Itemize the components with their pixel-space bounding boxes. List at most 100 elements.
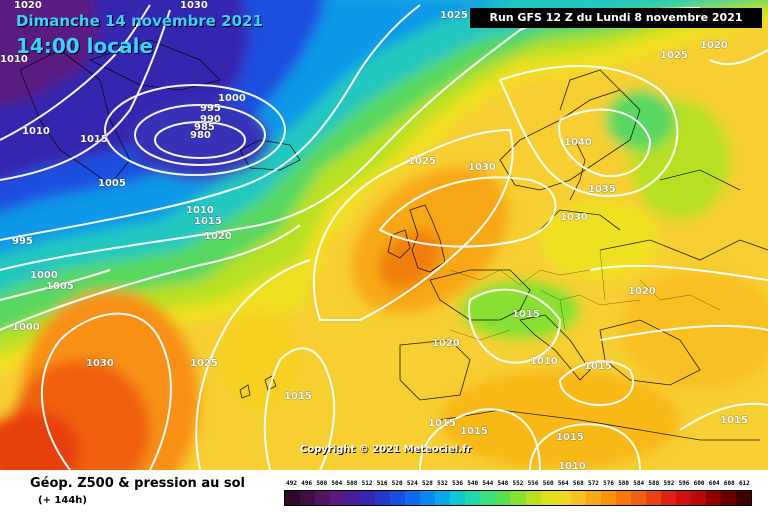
scale-swatch [450,491,466,505]
isobar-label: 1030 [468,162,496,173]
scale-label: 548 [497,480,509,487]
scale-label: 504 [331,480,343,487]
isobar-label: 1015 [720,415,748,426]
scale-label: 508 [346,480,358,487]
geopotential-field [0,0,768,470]
scale-swatch [510,491,526,505]
scale-swatch [660,491,676,505]
scale-label: 592 [663,480,675,487]
isobar-label: 1000 [30,270,58,281]
scale-label: 608 [723,480,735,487]
scale-swatch [480,491,496,505]
isobar-label: 1030 [180,0,208,11]
isobar-label: 1015 [428,418,456,429]
isobar-label: 1025 [190,358,218,369]
weather-map [0,0,768,470]
isobar-label: 990 [200,114,221,125]
isobar-label: 1015 [194,216,222,227]
scale-swatch [360,491,376,505]
isobar-label: 1035 [588,184,616,195]
scale-swatch [465,491,481,505]
scale-label: 584 [633,480,645,487]
isobar-label: 1010 [186,205,214,216]
scale-label: 568 [572,480,584,487]
scale-label: 552 [512,480,524,487]
isobar-label: 1000 [218,93,246,104]
scale-swatch [390,491,406,505]
scale-label: 600 [693,480,705,487]
isobar-label: 1030 [560,212,588,223]
scale-label: 540 [467,480,479,487]
isobar-label: 1015 [556,432,584,443]
scale-swatch [570,491,586,505]
isobar-label: 985 [194,122,215,133]
scale-label: 532 [437,480,448,487]
scale-swatch [735,491,751,505]
scale-label: 596 [678,480,690,487]
isobar-label: 995 [200,103,221,114]
model-run-label: Run GFS 12 Z du Lundi 8 novembre 2021 [470,8,762,28]
scale-label: 524 [406,480,418,487]
forecast-time: 14:00 locale [16,34,153,58]
scale-swatch [405,491,421,505]
scale-labels: 492 496 500 504 508 512 516 520 524 528 532 536 540 5… [284,478,752,490]
scale-swatch [285,491,301,505]
scale-swatch [375,491,391,505]
scale-swatch [300,491,316,505]
isobar-label: 1010 [0,54,28,65]
isobar-label: 1025 [408,156,436,167]
scale-swatch [645,491,661,505]
scale-swatch [330,491,346,505]
scale-label: 516 [376,480,388,487]
scale-bar [284,490,752,506]
scale-label: 496 [301,480,313,487]
scale-label: 576 [603,480,614,487]
scale-label: 520 [391,480,403,487]
isobar-label: 1040 [564,137,592,148]
scale-label: 556 [527,480,539,487]
isobar-label: 980 [190,130,211,141]
copyright-notice: Copyright © 2021 Meteociel.fr [300,444,472,455]
isobar-label: 1005 [98,178,126,189]
color-scale: 492 496 500 504 508 512 516 520 524 528 532 536 540 5… [284,478,752,506]
scale-label: 612 [738,480,750,487]
isobar-label: 1015 [284,391,312,402]
scale-swatch [495,491,511,505]
footer: Géop. Z500 & pression au sol (+ 144h) 49… [0,470,768,512]
scale-swatch [585,491,601,505]
isobar-label: 1020 [432,338,460,349]
isobars [0,4,768,470]
isobar-label: 1020 [628,286,656,297]
scale-swatch [420,491,436,505]
scale-swatch [720,491,736,505]
rivers-borders [449,249,721,341]
isobar-label: 1015 [512,309,540,320]
scale-label: 544 [482,480,494,487]
isobar-label: 1010 [530,356,558,367]
scale-swatch [345,491,361,505]
isobar-label: 1005 [46,281,74,292]
isobar-label: 1015 [584,361,612,372]
isobar-label: 1030 [86,358,114,369]
isobar-label: 1025 [660,50,688,61]
scale-label: 572 [588,480,599,487]
isobar-label: 1000 [12,322,40,333]
isobar-label: 1010 [558,461,586,472]
scale-label: 492 [286,480,297,487]
scale-swatch [435,491,451,505]
scale-swatch [675,491,691,505]
scale-label: 580 [618,480,630,487]
scale-label: 604 [708,480,720,487]
scale-swatch [615,491,631,505]
isobar-label: 1020 [14,0,42,11]
isobar-label: 1015 [460,426,488,437]
scale-label: 512 [361,480,373,487]
isobar-label: 995 [12,236,33,247]
forecast-date: Dimanche 14 novembre 2021 [16,12,263,30]
scale-swatch [525,491,541,505]
scale-swatch [555,491,571,505]
isobar-label: 1010 [22,126,50,137]
scale-swatch [690,491,706,505]
scale-swatch [315,491,331,505]
scale-swatch [540,491,556,505]
